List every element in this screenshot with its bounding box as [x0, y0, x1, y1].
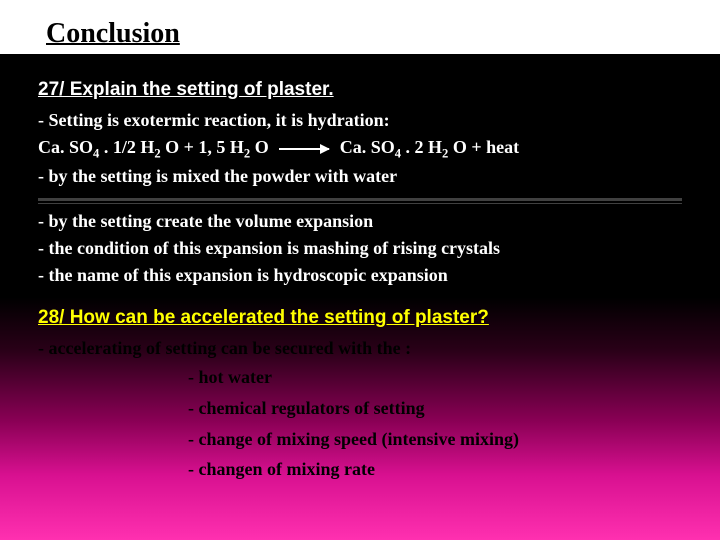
- q28-line1: - accelerating of setting can be secured…: [38, 335, 682, 362]
- arrow-icon: [279, 148, 329, 150]
- q28-bullet2: - chemical regulators of setting: [38, 393, 682, 424]
- content-area: 27/ Explain the setting of plaster. - Se…: [0, 65, 720, 190]
- eq-left-a: Ca. SO: [38, 137, 93, 157]
- q27-line5: - the condition of this expansion is mas…: [38, 235, 682, 262]
- eq-right-c: O + heat: [448, 137, 519, 157]
- q27-line1: - Setting is exotermic reaction, it is h…: [38, 107, 682, 134]
- q27-line3: - by the setting is mixed the powder wit…: [38, 163, 682, 190]
- q27-line6: - the name of this expansion is hydrosco…: [38, 262, 682, 289]
- eq-left-c: O + 1, 5 H: [161, 137, 244, 157]
- q27-equation: Ca. SO4 . 1/2 H2 O + 1, 5 H2 O Ca. SO4 .…: [38, 134, 682, 163]
- slide-title: Conclusion: [0, 0, 720, 54]
- content-area-2: - by the setting create the volume expan…: [0, 208, 720, 484]
- eq-left-d: O: [250, 137, 269, 157]
- eq-right-a: Ca. SO: [340, 137, 395, 157]
- eq-right-b: . 2 H: [401, 137, 442, 157]
- eq-left-b: . 1/2 H: [99, 137, 154, 157]
- title-rule-thick: [0, 54, 720, 60]
- q28-bullet4: - changen of mixing rate: [38, 454, 682, 485]
- q28-bullet1: - hot water: [38, 362, 682, 393]
- q28-bullet3: - change of mixing speed (intensive mixi…: [38, 424, 682, 455]
- mid-rule: [38, 198, 682, 204]
- question-27-heading: 27/ Explain the setting of plaster.: [38, 79, 682, 101]
- q27-line4: - by the setting create the volume expan…: [38, 208, 682, 235]
- question-28-heading: 28/ How can be accelerated the setting o…: [38, 307, 682, 329]
